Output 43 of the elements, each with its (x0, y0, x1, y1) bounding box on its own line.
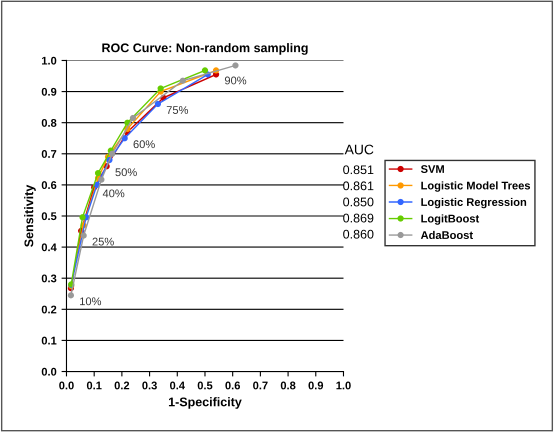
y-tick-label: 0.1 (42, 336, 56, 345)
annotation: 0.861 (343, 181, 374, 190)
annotation: 60% (134, 140, 155, 148)
x-tick-label: 0.1 (86, 382, 102, 390)
legend-label: AdaBoost (420, 230, 473, 240)
annotation: 0.850 (343, 198, 374, 206)
annotation: 0.869 (343, 214, 374, 223)
x-tick-label: 0.7 (253, 382, 268, 390)
annotation: 0.860 (343, 230, 374, 239)
y-axis-title: Sensitivity (24, 184, 36, 247)
x-tick-label: 0.3 (142, 382, 157, 390)
annotation: 75% (166, 106, 188, 114)
annotation: 90% (224, 76, 246, 84)
y-tick-label: 0.2 (42, 306, 56, 314)
y-tick-label: 0.7 (42, 150, 56, 158)
x-axis-title: 1-Specificity (168, 397, 242, 409)
x-tick-label: 0.4 (170, 382, 185, 390)
x-tick-label: 0.6 (225, 382, 240, 390)
y-tick-label: 0.3 (42, 274, 56, 282)
legend-label: Logistic Regression (421, 198, 526, 208)
x-tick-label: 0.5 (198, 382, 212, 390)
legend-label: Logistic Model Trees (421, 181, 530, 192)
annotation: 10% (80, 297, 102, 306)
y-tick-label: 0.0 (42, 368, 56, 376)
y-tick-label: 0.8 (42, 118, 56, 127)
annotation: 40% (102, 189, 124, 198)
annotation: 0.851 (343, 165, 374, 174)
legend-label: SVM (420, 165, 444, 174)
y-tick-label: 0.4 (42, 243, 57, 252)
x-tick-label: 0.8 (280, 382, 296, 390)
y-tick-label: 0.9 (42, 88, 56, 96)
x-tick-label: 0.0 (59, 382, 74, 390)
legend-label: LogitBoost (421, 214, 480, 225)
x-tick-label: 0.2 (114, 382, 130, 390)
y-tick-label: 0.5 (42, 212, 56, 220)
legend-title: AUC (344, 144, 374, 154)
chart-title: ROC Curve: Non-random sampling (102, 43, 308, 55)
annotation: 25% (92, 238, 114, 246)
x-tick-label: 0.9 (308, 382, 324, 390)
annotation: 50% (115, 168, 137, 176)
x-tick-label: 1.0 (336, 382, 351, 390)
y-tick-label: 0.6 (42, 181, 56, 190)
y-tick-label: 1.0 (42, 56, 56, 65)
